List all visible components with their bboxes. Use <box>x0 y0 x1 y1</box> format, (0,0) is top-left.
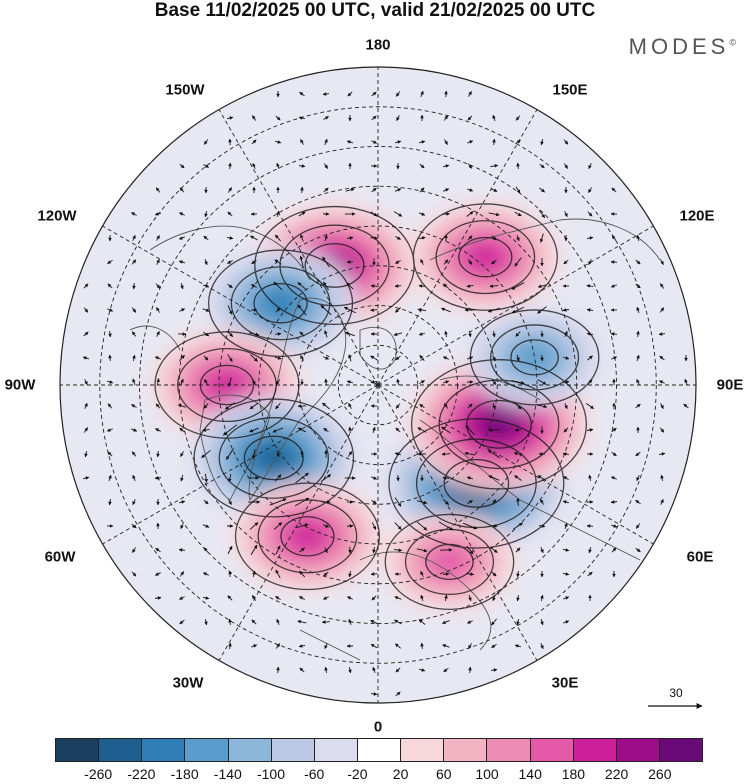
lon-label-120e: 120E <box>679 208 714 225</box>
colorbar-segment <box>99 739 142 761</box>
colorbar-tick: 180 <box>562 766 585 782</box>
colorbar-tick: -100 <box>257 766 285 782</box>
colorbar-segment <box>358 739 401 761</box>
lon-label-60e: 60E <box>687 549 714 566</box>
colorbar-tick: -20 <box>347 766 367 782</box>
anomaly-negative-canada <box>467 307 602 407</box>
wind-vector <box>398 475 399 481</box>
colorbar-tick: 140 <box>519 766 542 782</box>
colorbar-tick: -60 <box>304 766 324 782</box>
colorbar-segment <box>531 739 574 761</box>
colorbar-segment <box>487 739 530 761</box>
wind-vector <box>350 547 351 553</box>
colorbar-segment <box>185 739 228 761</box>
reference-vector: 30 <box>646 686 706 716</box>
colorbar-tick: -140 <box>214 766 242 782</box>
colorbar-segment <box>56 739 99 761</box>
colorbar-segment <box>574 739 617 761</box>
wind-vector <box>347 262 353 263</box>
colorbar-tick: -180 <box>171 766 199 782</box>
colorbar-segment <box>444 739 487 761</box>
colorbar-segment <box>315 739 358 761</box>
lon-label-150e: 150E <box>552 82 587 99</box>
colorbar-segment <box>272 739 315 761</box>
colorbar-tick: 20 <box>393 766 409 782</box>
colorbar-tick: -260 <box>84 766 112 782</box>
wind-vector <box>542 331 543 337</box>
wind-vector <box>611 262 617 263</box>
colorbar-tick: 100 <box>475 766 498 782</box>
colorbar-tick: 60 <box>436 766 452 782</box>
wind-vector <box>587 526 593 527</box>
lon-label-60w: 60W <box>45 549 76 566</box>
colorbar <box>55 738 703 762</box>
lon-label-120w: 120W <box>37 208 76 225</box>
lon-label-30w: 30W <box>173 675 204 692</box>
lon-label-30e: 30E <box>552 675 579 692</box>
lon-label-90w: 90W <box>5 377 36 394</box>
colorbar-segment <box>617 739 660 761</box>
colorbar-tick: -220 <box>127 766 155 782</box>
colorbar-segment <box>660 739 702 761</box>
anomaly-positive-alaska <box>410 201 561 313</box>
colorbar-segment <box>142 739 185 761</box>
polar-map <box>0 0 750 735</box>
lon-label-90e: 90E <box>717 377 744 394</box>
colorbar-tick-labels: -260 -220 -180 -140 -100 -60 -20 20 60 100 140 180 2… <box>0 766 750 784</box>
wind-vector <box>322 622 330 623</box>
anomaly-positive-europe <box>232 480 383 592</box>
wind-vector <box>419 286 425 287</box>
lon-label-150w: 150W <box>165 82 204 99</box>
lon-label-0: 0 <box>374 719 382 736</box>
neutral-background <box>50 60 710 720</box>
colorbar-tick: 220 <box>605 766 628 782</box>
colorbar-tick: 260 <box>648 766 671 782</box>
wind-vector <box>230 163 231 169</box>
colorbar-segment <box>229 739 272 761</box>
wind-vector <box>278 667 279 673</box>
wind-vector <box>446 91 447 97</box>
colorbar-segment <box>401 739 444 761</box>
lon-label-180: 180 <box>365 37 390 54</box>
reference-arrow-icon <box>646 686 706 716</box>
wind-vector <box>371 310 378 311</box>
